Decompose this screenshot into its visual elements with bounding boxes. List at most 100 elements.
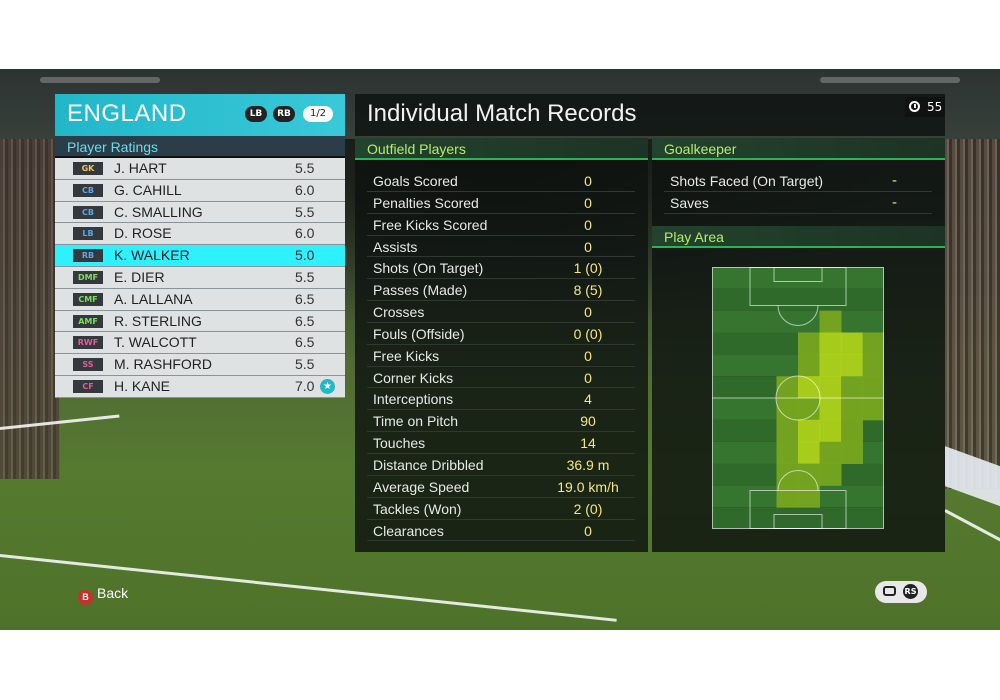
player-rating: 7.0 <box>295 377 315 394</box>
position-badge: GK <box>73 162 103 175</box>
stat-label: Penalties Scored <box>373 194 479 211</box>
stat-value: 1 (0) <box>573 260 603 277</box>
stat-label: Tackles (Won) <box>373 500 462 517</box>
lb-button[interactable]: LB <box>245 106 267 122</box>
player-row[interactable]: SS M. RASHFORD 5.5 <box>55 354 345 376</box>
stat-row: Passes (Made) 8 (5) <box>367 279 635 302</box>
stat-value: 0 <box>584 238 592 255</box>
heatmap-cell <box>819 419 842 443</box>
match-timer: 55 <box>905 97 945 117</box>
heatmap-cell <box>798 441 820 464</box>
rb-button[interactable]: RB <box>273 106 295 122</box>
pitch-marking <box>777 470 819 491</box>
stat-row: Average Speed 19.0 km/h <box>367 476 635 498</box>
position-badge: RWF <box>73 336 103 350</box>
position-badge: CF <box>73 379 103 393</box>
player-row[interactable]: LB D. ROSE 6.0 <box>55 223 345 246</box>
player-name: T. WALCOTT <box>114 334 197 351</box>
records-title-bar: Individual Match Records <box>355 94 945 136</box>
stat-label: Goals Scored <box>373 173 458 189</box>
stat-value: 14 <box>580 435 596 452</box>
goalkeeper-panel: Goalkeeper Shots Faced (On Target) - Saves… <box>652 138 945 226</box>
heatmap-cell <box>862 354 884 377</box>
player-row[interactable]: CB G. CAHILL 6.0 <box>55 179 345 202</box>
team-ratings-panel: ENGLAND LB RB 1/2 Player Ratings GK J. HA… <box>55 94 345 398</box>
goalkeeper-stats-list: Shots Faced (On Target) - Saves - <box>664 170 932 214</box>
stat-label: Clearances <box>373 522 444 539</box>
stat-label: Fouls (Offside) <box>373 325 465 342</box>
heatmap-cell <box>798 463 820 486</box>
gk-stat-row: Shots Faced (On Target) - <box>664 170 932 192</box>
goalkeeper-title: Goalkeeper <box>652 138 945 160</box>
heatmap-cell <box>841 419 863 443</box>
heatmap-cell <box>776 441 799 464</box>
player-rating: 5.5 <box>295 160 315 176</box>
heatmap-cell <box>776 485 799 508</box>
team-header: ENGLAND LB RB 1/2 <box>55 94 345 136</box>
stat-row: Fouls (Offside) 0 (0) <box>367 323 635 345</box>
chat-button[interactable]: RS <box>875 581 927 603</box>
player-row[interactable]: CF H. KANE 7.0 ★ <box>55 375 345 398</box>
pitch-marking <box>773 514 823 529</box>
stat-row: Clearances 0 <box>367 520 635 542</box>
gk-stat-label: Saves <box>670 194 709 211</box>
stat-value: 0 (0) <box>573 325 603 342</box>
back-button[interactable]: B Back <box>78 585 128 605</box>
stat-label: Corner Kicks <box>373 369 454 386</box>
player-rating: 6.5 <box>295 334 315 351</box>
stat-label: Time on Pitch <box>373 413 459 430</box>
player-rating: 6.5 <box>295 312 315 329</box>
stat-row: Free Kicks Scored 0 <box>367 214 635 236</box>
stat-label: Interceptions <box>373 391 454 408</box>
clock-icon <box>909 101 920 112</box>
stat-value: 36.9 m <box>566 456 610 473</box>
position-badge: CB <box>73 183 103 197</box>
player-name: J. HART <box>114 160 167 176</box>
player-name: E. DIER <box>114 268 165 285</box>
play-area-heatmap <box>712 267 884 529</box>
heatmap-cell <box>819 441 842 464</box>
timer-value: 55 <box>927 100 943 114</box>
player-row[interactable]: GK J. HART 5.5 <box>55 158 345 180</box>
heatmap-cell <box>841 332 863 355</box>
heatmap-cell <box>776 376 799 399</box>
player-row[interactable]: RWF T. WALCOTT 6.5 <box>55 332 345 355</box>
heatmap-cell <box>862 332 884 355</box>
stat-row: Tackles (Won) 2 (0) <box>367 498 635 520</box>
star-icon: ★ <box>320 378 335 394</box>
player-name: G. CAHILL <box>114 181 182 198</box>
player-name: D. ROSE <box>114 225 172 242</box>
pitch-marking <box>773 267 823 282</box>
player-row[interactable]: RB K. WALKER 5.0 <box>55 245 345 267</box>
stat-label: Touches <box>373 435 426 452</box>
stat-label: Shots (On Target) <box>373 260 484 277</box>
position-badge: RB <box>73 249 103 263</box>
heatmap-cell <box>819 376 842 399</box>
player-row[interactable]: AMF R. STERLING 6.5 <box>55 310 345 333</box>
player-row[interactable]: CMF A. LALLANA 6.5 <box>55 288 345 311</box>
position-badge: LB <box>73 227 103 241</box>
pitch-line <box>944 509 1000 550</box>
stat-row: Touches 14 <box>367 432 635 454</box>
heatmap-cell <box>841 376 863 399</box>
player-row[interactable]: CB C. SMALLING 5.5 <box>55 201 345 224</box>
pitch-stripe <box>712 310 884 333</box>
stat-row: Crosses 0 <box>367 301 635 323</box>
stat-value: 19.0 km/h <box>557 478 619 495</box>
stat-row: Corner Kicks 0 <box>367 367 635 389</box>
heatmap-cell <box>819 310 842 333</box>
position-badge: CB <box>73 205 103 219</box>
stat-value: 2 (0) <box>573 500 603 517</box>
player-rating: 6.0 <box>295 225 315 242</box>
heatmap-cell <box>776 419 799 443</box>
stat-label: Free Kicks Scored <box>373 216 488 233</box>
player-rating: 5.5 <box>295 356 315 373</box>
player-rating: 6.0 <box>295 181 315 198</box>
stat-label: Average Speed <box>373 478 470 495</box>
player-name: C. SMALLING <box>114 203 203 220</box>
stat-label: Distance Dribbled <box>373 456 484 473</box>
stat-label: Crosses <box>373 304 425 321</box>
player-row[interactable]: DMF E. DIER 5.5 <box>55 266 345 289</box>
gk-stat-label: Shots Faced (On Target) <box>670 173 824 189</box>
gk-stat-value: - <box>892 194 898 211</box>
